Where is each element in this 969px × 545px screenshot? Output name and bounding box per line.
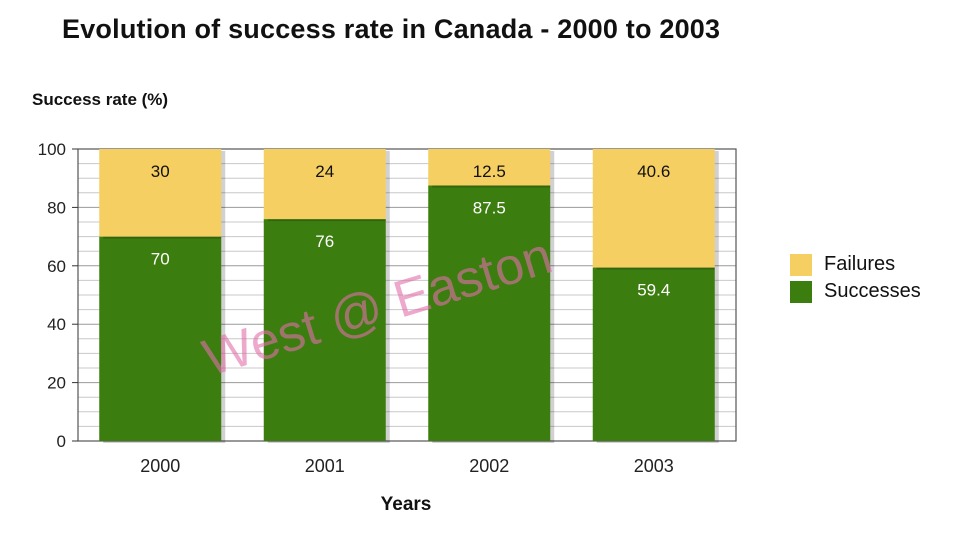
bar-successes-2000 (99, 236, 222, 441)
bar-failures-2002 (428, 149, 551, 186)
data-label-successes-2003: 59.4 (637, 281, 670, 300)
plot-frame (77, 148, 737, 442)
x-axis-label: Years (380, 494, 432, 515)
y-tick-label: 20 (47, 374, 66, 393)
bar-failures-2003 (592, 149, 715, 268)
data-label-failures-2000: 30 (151, 162, 170, 181)
legend-item-failures: Failures (790, 251, 921, 278)
legend-label-successes: Successes (824, 280, 921, 302)
legend-swatch-failures (790, 253, 812, 276)
x-tick-label: 2003 (634, 456, 674, 476)
y-tick-label: 80 (47, 198, 66, 217)
bar-successes-2003 (592, 267, 715, 441)
legend-swatch-successes (790, 280, 812, 303)
x-tick-label: 2000 (140, 456, 180, 476)
y-tick-label: 0 (57, 432, 66, 451)
x-tick-label: 2002 (469, 456, 509, 476)
y-tick-label: 100 (38, 140, 66, 159)
bar-failures-2001 (263, 149, 386, 220)
data-label-successes-2000: 70 (151, 250, 170, 269)
x-tick-label: 2001 (305, 456, 345, 476)
data-label-failures-2002: 12.5 (473, 162, 506, 181)
data-label-successes-2001: 76 (315, 232, 334, 251)
legend-label-failures: Failures (824, 253, 896, 275)
bar-successes-2002 (428, 185, 551, 441)
data-label-successes-2002: 87.5 (473, 199, 506, 218)
legend-item-successes: Successes (790, 278, 921, 305)
y-axis-label: Success rate (%) (32, 90, 169, 109)
y-tick-label: 40 (47, 315, 66, 334)
bar-failures-2000 (99, 149, 222, 237)
y-tick-label: 60 (47, 257, 66, 276)
chart-title: Evolution of success rate in Canada - 20… (62, 14, 721, 44)
bar-successes-2001 (263, 219, 386, 441)
data-label-failures-2001: 24 (315, 162, 334, 181)
data-label-failures-2003: 40.6 (637, 162, 670, 181)
legend: Failures Successes (790, 251, 921, 305)
